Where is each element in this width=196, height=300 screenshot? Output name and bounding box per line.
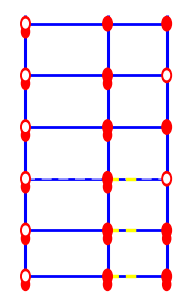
Circle shape [21,129,30,141]
Circle shape [162,269,172,284]
Circle shape [103,120,112,134]
Circle shape [21,181,30,193]
Circle shape [164,71,170,80]
Circle shape [162,120,172,134]
Circle shape [23,226,28,235]
Circle shape [103,77,112,89]
Circle shape [162,68,172,83]
Circle shape [21,68,30,83]
Circle shape [23,174,28,183]
Circle shape [163,278,171,290]
Circle shape [21,16,30,31]
Circle shape [21,120,30,134]
Circle shape [103,278,112,290]
Circle shape [23,123,28,131]
Circle shape [21,269,30,284]
Circle shape [103,68,112,83]
Circle shape [23,20,28,28]
Circle shape [21,232,30,244]
Circle shape [103,129,112,141]
Circle shape [23,71,28,80]
Circle shape [103,232,112,244]
Circle shape [21,223,30,238]
Circle shape [21,172,30,186]
Circle shape [103,181,112,193]
Circle shape [21,77,30,89]
Circle shape [103,16,112,31]
Circle shape [103,172,112,186]
Circle shape [162,16,172,31]
Circle shape [103,223,112,238]
Circle shape [163,232,171,244]
Circle shape [23,272,28,281]
Circle shape [162,172,172,186]
Circle shape [162,223,172,238]
Circle shape [21,278,30,290]
Circle shape [103,269,112,284]
Circle shape [21,26,30,38]
Circle shape [164,174,170,183]
